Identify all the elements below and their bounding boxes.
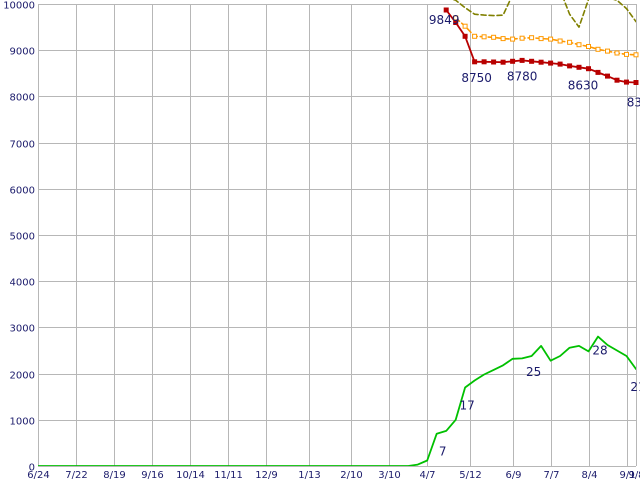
data-point-marker (481, 34, 487, 40)
data-point-marker (557, 38, 563, 44)
y-axis-ticks: 0 1000 2000 3000 4000 5000 6000 7000 8000 9000 100… (3, 1, 35, 474)
data-point-marker (462, 23, 468, 29)
data-point-marker (614, 77, 620, 83)
series-lines (38, 0, 639, 466)
point-value-label: 8300 (627, 96, 640, 110)
y-tick-label: 5000 (10, 232, 35, 243)
point-value-label: 25 (526, 365, 541, 379)
x-tick-label: 9/1 (619, 470, 635, 480)
x-tick-label: 7/7 (543, 470, 559, 480)
series-line-olive-series (452, 0, 636, 28)
y-tick-label: 2000 (10, 371, 35, 382)
x-tick-label: 8/4 (581, 470, 597, 480)
x-tick-label: 9/8 (628, 470, 640, 480)
data-point-marker (557, 61, 563, 67)
point-value-label: 7 (439, 445, 447, 459)
data-point-marker (633, 52, 639, 58)
data-point-marker (548, 36, 554, 42)
x-tick-label: 4/7 (419, 470, 435, 480)
gridlines (38, 4, 637, 467)
point-value-label: 8780 (507, 69, 538, 83)
data-point-marker (529, 58, 535, 64)
y-tick-label: 7000 (10, 140, 35, 151)
x-tick-label: 1/13 (298, 470, 320, 480)
point-value-label: 21 (630, 380, 640, 394)
data-point-marker (614, 50, 620, 56)
data-point-marker (595, 69, 601, 75)
x-tick-label: 10/14 (176, 470, 205, 480)
data-point-labels: 7 17 25 28 21 9849 8750 8780 8630 8300 (429, 13, 640, 459)
x-tick-label: 9/16 (141, 470, 163, 480)
y-tick-label: 1000 (10, 417, 35, 428)
data-point-marker (472, 59, 478, 65)
data-point-marker (443, 7, 449, 13)
y-tick-label: 9000 (10, 47, 35, 58)
y-tick-label: 10000 (3, 1, 35, 12)
point-value-label: 9849 (429, 13, 460, 27)
point-value-label: 8630 (568, 78, 599, 92)
data-point-marker (586, 66, 591, 72)
data-point-marker (510, 58, 516, 64)
data-point-marker (491, 59, 497, 65)
x-axis-ticks: 6/24 7/22 8/19 9/16 10/14 11/11 12/9 1/13 2/10 3/… (27, 470, 640, 480)
x-tick-label: 7/22 (65, 470, 87, 480)
data-point-marker (605, 48, 610, 54)
data-point-marker (538, 59, 544, 65)
data-point-marker (472, 33, 478, 39)
x-tick-label: 12/9 (255, 470, 277, 480)
y-tick-label: 8000 (10, 93, 35, 104)
data-point-marker (624, 79, 629, 85)
data-point-marker (576, 42, 582, 48)
x-tick-label: 11/11 (214, 470, 243, 480)
data-point-marker (491, 34, 497, 40)
data-point-marker (500, 36, 506, 42)
x-tick-label: 3/10 (378, 470, 400, 480)
x-tick-label: 8/19 (103, 470, 125, 480)
data-point-marker (548, 60, 554, 66)
data-point-marker (633, 80, 639, 85)
y-tick-label: 3000 (10, 324, 35, 335)
data-point-marker (510, 36, 516, 42)
y-tick-label: 4000 (10, 278, 35, 289)
x-tick-label: 5/12 (459, 470, 481, 480)
data-point-marker (576, 64, 582, 70)
data-point-marker (453, 15, 459, 21)
data-point-marker (500, 59, 506, 65)
series-line-green-series (38, 335, 636, 466)
data-point-marker (519, 57, 525, 63)
x-tick-label: 2/10 (340, 470, 362, 480)
data-point-marker (586, 44, 591, 49)
data-point-marker (462, 33, 468, 39)
data-point-marker (605, 73, 610, 79)
y-tick-label: 6000 (10, 186, 35, 197)
data-point-marker (519, 35, 525, 41)
data-point-marker (453, 20, 459, 25)
point-value-label: 17 (459, 399, 474, 413)
data-point-marker (481, 59, 487, 65)
data-point-marker (567, 63, 573, 69)
x-tick-label: 6/9 (505, 470, 521, 480)
point-value-label: 28 (592, 344, 607, 358)
data-point-marker (567, 39, 573, 45)
y-tick-label: 0 (29, 463, 35, 474)
data-point-marker (595, 46, 601, 52)
x-tick-label: 6/24 (27, 470, 49, 480)
point-value-label: 8750 (461, 71, 492, 85)
data-point-marker (624, 51, 629, 57)
data-point-marker (529, 35, 535, 41)
data-point-marker (538, 36, 544, 42)
